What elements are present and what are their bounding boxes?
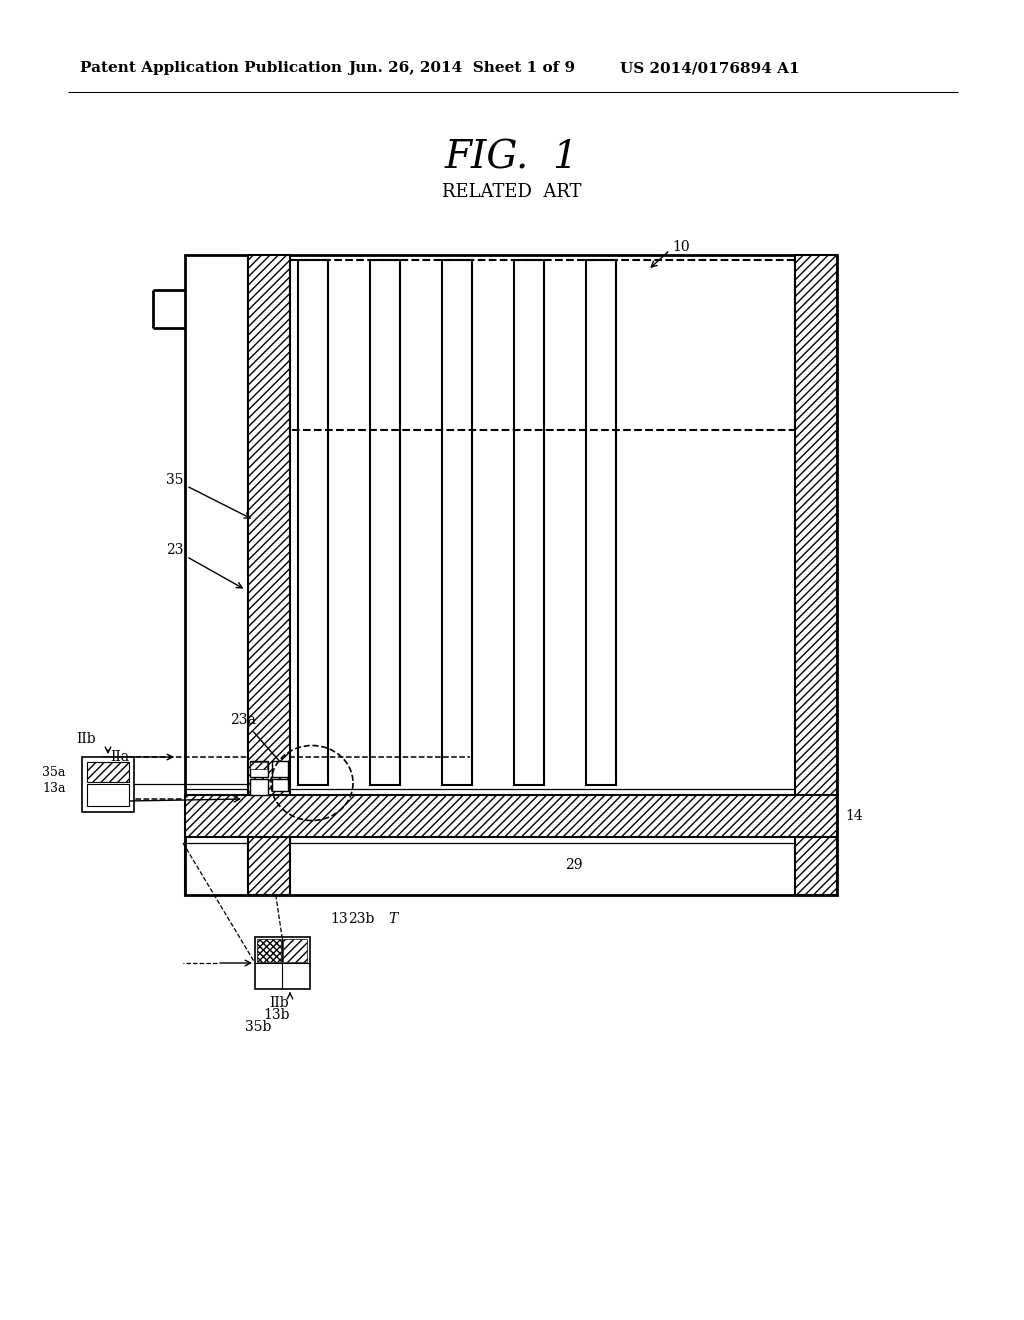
Text: 29: 29 <box>565 858 583 873</box>
Bar <box>255 937 310 989</box>
Text: 13: 13 <box>330 912 347 927</box>
Bar <box>82 756 134 812</box>
Bar <box>257 939 281 962</box>
Text: 35a: 35a <box>42 767 66 780</box>
Bar <box>442 260 472 785</box>
Text: IIb: IIb <box>76 733 95 746</box>
Bar <box>370 260 400 785</box>
Text: 13a: 13a <box>42 783 66 796</box>
Bar <box>298 260 328 785</box>
Bar <box>250 762 267 770</box>
Bar <box>250 779 268 795</box>
Bar <box>283 939 307 962</box>
Bar <box>185 795 837 837</box>
Text: Patent Application Publication: Patent Application Publication <box>80 61 342 75</box>
Text: 35b: 35b <box>245 1020 271 1034</box>
Text: 10: 10 <box>672 240 689 253</box>
Text: IIa: IIa <box>110 795 129 808</box>
Text: 13b: 13b <box>263 1008 290 1022</box>
Bar <box>250 762 268 777</box>
Bar <box>272 779 288 791</box>
Bar <box>795 255 837 895</box>
Text: 14: 14 <box>845 809 863 822</box>
Text: FIG.  1: FIG. 1 <box>445 140 579 177</box>
Bar <box>185 845 837 895</box>
Text: T: T <box>388 912 397 927</box>
Bar <box>272 762 288 777</box>
Text: 23: 23 <box>166 543 243 587</box>
Text: IIa: IIa <box>110 750 129 764</box>
Text: 35: 35 <box>166 473 250 517</box>
Bar <box>290 260 795 430</box>
Text: 23a: 23a <box>230 713 287 770</box>
Text: US 2014/0176894 A1: US 2014/0176894 A1 <box>620 61 800 75</box>
Bar <box>514 260 544 785</box>
Bar <box>87 784 129 807</box>
Text: 23b: 23b <box>348 912 375 927</box>
Text: IIb: IIb <box>269 997 289 1010</box>
Bar <box>586 260 616 785</box>
Bar <box>248 255 290 895</box>
Text: RELATED  ART: RELATED ART <box>442 183 582 201</box>
Bar <box>87 762 129 781</box>
Bar <box>185 255 837 895</box>
Text: Jun. 26, 2014  Sheet 1 of 9: Jun. 26, 2014 Sheet 1 of 9 <box>348 61 575 75</box>
